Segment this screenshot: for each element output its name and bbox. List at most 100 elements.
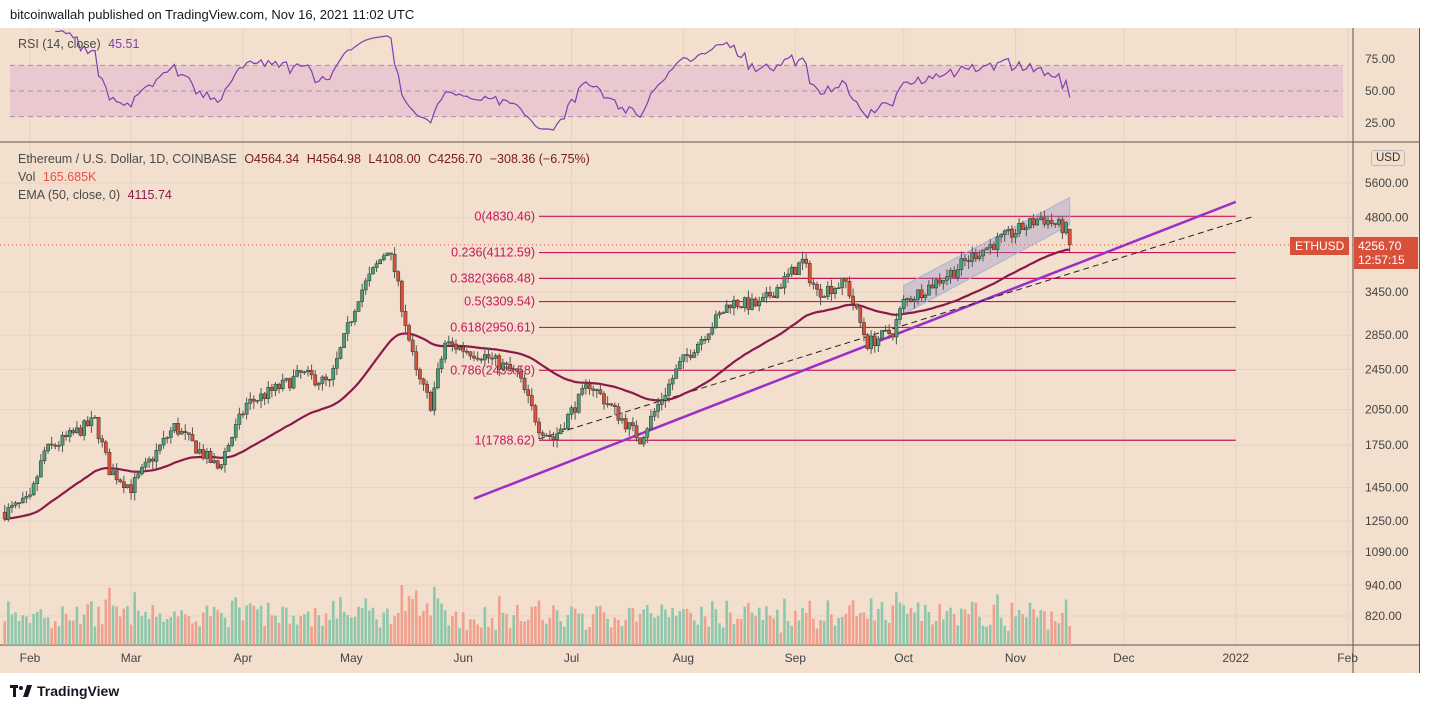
candle-body	[688, 354, 693, 358]
volume-bar	[620, 626, 624, 645]
candle	[963, 254, 967, 267]
candle-body	[547, 434, 552, 437]
volume-bar	[923, 604, 927, 645]
candle-body	[677, 361, 682, 370]
candle-body	[645, 428, 650, 438]
candle-body	[594, 389, 599, 391]
candle-body	[829, 285, 834, 294]
candle	[854, 303, 859, 311]
volume-bar	[786, 620, 790, 645]
candle-body	[1028, 218, 1032, 228]
candle	[667, 379, 671, 403]
candle-body	[1017, 222, 1021, 234]
candle-body	[378, 259, 383, 264]
candle-body	[439, 358, 444, 370]
candle	[418, 367, 422, 385]
candle	[529, 388, 534, 411]
volume-bar	[400, 584, 404, 645]
candle	[439, 356, 444, 374]
candle-body	[223, 451, 227, 465]
volume-bar	[494, 630, 497, 645]
candle-body	[226, 445, 231, 452]
candle	[1067, 228, 1072, 253]
volume-bar	[512, 615, 516, 645]
candle-body	[403, 311, 408, 326]
symbol-legend: Ethereum / U.S. Dollar, 1D, COINBASE O45…	[18, 152, 590, 166]
candle	[616, 402, 621, 425]
candle-body	[562, 428, 567, 430]
volume-bar	[548, 617, 552, 645]
volume-bar	[144, 611, 147, 645]
rsi-axis-label: 50.00	[1365, 84, 1395, 98]
candle	[771, 291, 776, 298]
volume-bars	[3, 584, 1071, 645]
volume-bar	[671, 608, 674, 645]
volume-bar	[72, 620, 75, 645]
volume-bar	[328, 619, 331, 645]
candle	[670, 375, 675, 391]
candle-body	[779, 287, 783, 289]
candle-body	[923, 294, 928, 298]
volume-bar	[718, 623, 721, 645]
candle	[154, 443, 159, 469]
candle	[815, 281, 819, 296]
candle-body	[331, 367, 336, 380]
candle	[327, 378, 332, 388]
candle	[248, 392, 253, 410]
candle-body	[818, 288, 823, 298]
volume-bar	[68, 620, 72, 645]
volume-bar	[859, 612, 862, 645]
candle	[706, 333, 711, 343]
candle	[111, 463, 115, 476]
candle	[526, 384, 531, 404]
ema-line	[4, 248, 1070, 521]
candle	[78, 424, 83, 437]
candle	[1006, 225, 1011, 235]
volume-bar	[115, 606, 118, 645]
candle	[306, 366, 310, 377]
candle	[1053, 223, 1058, 228]
candle	[804, 253, 808, 268]
time-axis-label: Feb	[20, 651, 41, 665]
candle-body	[6, 507, 11, 520]
candle-body	[735, 299, 740, 307]
volume-bar	[678, 611, 682, 645]
volume-bar	[833, 625, 837, 645]
chart-frame[interactable]	[0, 28, 1420, 673]
candle-body	[1038, 217, 1043, 220]
candle	[992, 241, 996, 250]
time-axis-label: Aug	[673, 651, 694, 665]
candle-body	[168, 430, 173, 438]
tradingview-logo[interactable]: TradingView	[10, 683, 119, 699]
candle	[674, 364, 679, 379]
ema-legend: EMA (50, close, 0) 4115.74	[18, 188, 172, 202]
candle	[927, 280, 931, 296]
volume-bar	[126, 605, 129, 645]
volume-bar	[851, 600, 855, 645]
candle-body	[999, 234, 1003, 238]
candle-body	[1049, 220, 1054, 224]
volume-bar	[299, 615, 303, 645]
rsi-label: RSI (14, close)	[18, 37, 101, 51]
volume-bar	[39, 609, 43, 645]
candle	[129, 479, 133, 500]
currency-button[interactable]: USD	[1371, 150, 1406, 166]
candle-body	[963, 258, 967, 261]
volume-bar	[772, 618, 775, 645]
ohlc-low: L4108.00	[368, 152, 421, 166]
candle-body	[775, 287, 780, 298]
volume-bar	[10, 614, 14, 645]
volume-bar	[700, 606, 703, 645]
candle	[483, 349, 487, 366]
volume-value: 165.685K	[42, 170, 97, 184]
volume-bar	[696, 624, 700, 645]
volume-bar	[797, 620, 801, 645]
candle	[464, 348, 469, 355]
symbol-title[interactable]: Ethereum / U.S. Dollar, 1D, COINBASE	[18, 152, 237, 166]
rsi-legend: RSI (14, close) 45.51	[18, 37, 139, 51]
candle-body	[782, 276, 787, 289]
candle	[995, 232, 1000, 258]
volume-bar	[1039, 609, 1043, 645]
candle-body	[353, 311, 357, 322]
